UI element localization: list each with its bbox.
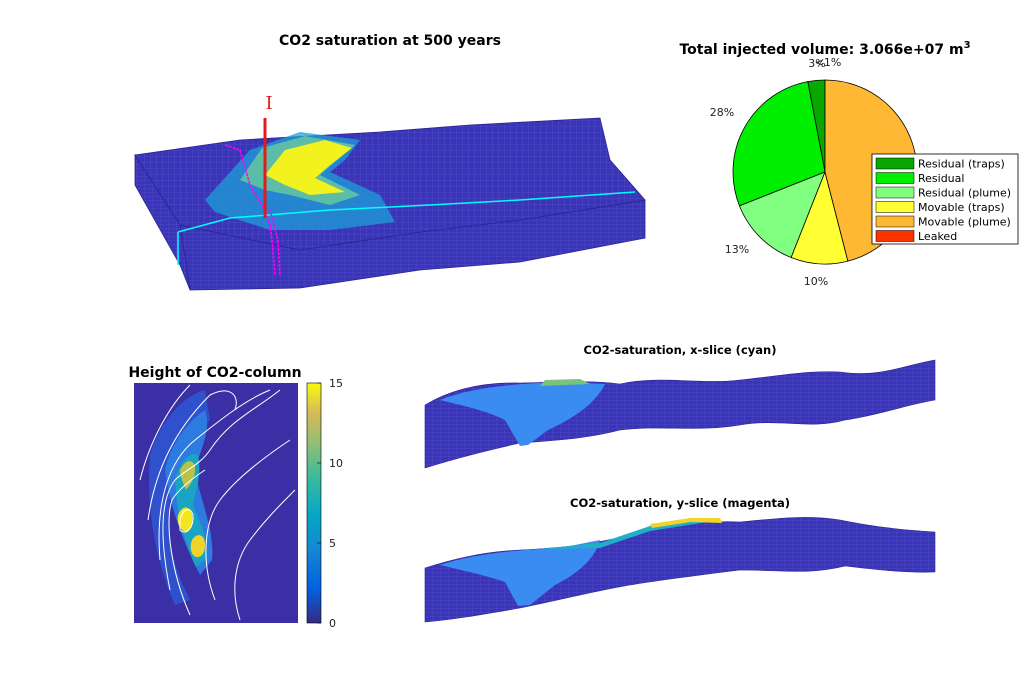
- legend-swatch: [875, 186, 915, 199]
- y-slice-co2-shelf: [540, 520, 720, 549]
- colorbar-tick-label: 0: [329, 617, 336, 630]
- height-map-title: Height of CO2-column: [128, 365, 301, 381]
- pie-slice-residual: [732, 81, 826, 207]
- legend-swatch: [875, 215, 915, 228]
- y-slice-panel: CO2-saturation, y-slice (magenta): [424, 496, 936, 623]
- pie-panel: Total injected volume: 3.066e+07 m3 3%<1…: [679, 40, 1019, 288]
- legend-swatch: [875, 172, 915, 184]
- colorbar-tick-label: 5: [329, 537, 336, 550]
- y-slice-co2-plume: [440, 540, 600, 606]
- y-slice-title: CO2-saturation, y-slice (magenta): [570, 496, 790, 510]
- legend-label: Residual (plume): [918, 187, 1011, 200]
- legend-swatch: [875, 230, 915, 242]
- colorbar-tick-label: 15: [329, 377, 343, 390]
- legend-label: Residual (traps): [918, 158, 1005, 171]
- legend-swatch: [875, 157, 915, 170]
- y-slice-co2-cap: [650, 518, 722, 528]
- saturation-3d-title: CO2 saturation at 500 years: [279, 33, 501, 49]
- legend-label: Residual: [918, 172, 964, 185]
- pie-slice-residual-plume: [738, 171, 826, 259]
- y-slice-body: [424, 517, 936, 623]
- legend-label: Movable (traps): [918, 201, 1005, 214]
- legend-label: Movable (plume): [918, 216, 1011, 229]
- saturation-3d-panel: CO2 saturation at 500 years I: [134, 33, 646, 291]
- x-slice-co2-cap: [540, 379, 590, 386]
- co2-plume-core: [265, 140, 352, 195]
- magenta-slice-outline: [224, 144, 281, 276]
- pie-percent-label: 3%: [808, 57, 825, 70]
- x-slice-title: CO2-saturation, x-slice (cyan): [584, 343, 777, 357]
- colorbar-ticks: 0 5 10 15: [317, 377, 343, 630]
- colorbar-tick-label: 10: [329, 457, 343, 470]
- height-map-contours: [139, 384, 296, 621]
- pie-percent-label: <1%: [815, 56, 842, 69]
- pie-title: Total injected volume: 3.066e+07 m3: [679, 40, 970, 58]
- height-map-panel: Height of CO2-column 0 5 10 15: [128, 365, 343, 630]
- pie-percent-label: 28%: [710, 106, 734, 119]
- pie-percent-label: 10%: [804, 275, 828, 288]
- legend-label: Leaked: [918, 230, 957, 243]
- cyan-slice-outline: [177, 191, 636, 265]
- well-label: I: [265, 93, 272, 114]
- legend-swatch: [875, 201, 915, 213]
- pie-legend: Residual (traps)Residual Residual (plume)…: [871, 153, 1019, 245]
- height-colorbar: [306, 382, 322, 624]
- x-slice-co2-plume: [440, 382, 605, 446]
- x-slice-panel: CO2-saturation, x-slice (cyan): [424, 343, 936, 469]
- pie-percent-label: 13%: [725, 243, 749, 256]
- pie-labels: 3%<1% 28% 13% 10%: [710, 56, 842, 288]
